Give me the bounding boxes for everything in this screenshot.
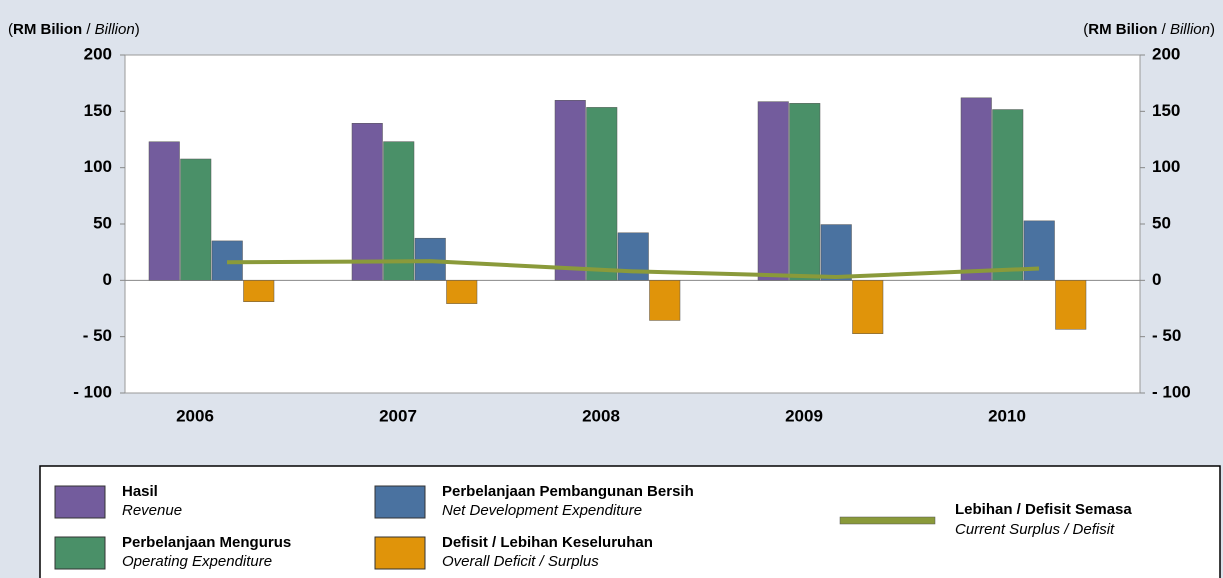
legend-swatch (374, 536, 426, 570)
legend-swatch (839, 516, 936, 525)
y2-axis-label: (RM Bilion / Billion) (1083, 21, 1215, 38)
bar (446, 280, 478, 304)
x-tick-label: 2007 (379, 406, 417, 425)
bar (554, 100, 586, 281)
legend-swatch (54, 485, 106, 519)
y2-tick-label: - 100 (1152, 382, 1191, 401)
x-tick-label: 2010 (988, 406, 1026, 425)
bar (757, 101, 789, 281)
y-tick-label: 200 (84, 44, 112, 63)
y2-tick-label: 50 (1152, 213, 1171, 232)
x-tick-label: 2009 (785, 406, 823, 425)
legend-swatch (54, 536, 106, 570)
bar (1055, 280, 1087, 330)
line (226, 259, 1040, 279)
legend-label-en: Overall Deficit / Surplus (442, 553, 599, 570)
bar (383, 141, 415, 281)
legend-label-en: Net Development Expenditure (442, 502, 642, 519)
x-tick-label: 2006 (176, 406, 214, 425)
legend-label: Hasil (122, 483, 158, 500)
bar (586, 107, 618, 281)
bar (243, 280, 275, 302)
y2-tick-label: 200 (1152, 44, 1180, 63)
bar (649, 280, 681, 321)
legend-label-en: Revenue (122, 502, 182, 519)
y-axis-label: (RM Bilion / Billion) (8, 21, 140, 38)
bar (852, 280, 884, 334)
bar (960, 97, 992, 281)
bar (1023, 220, 1055, 281)
legend-label-en: Current Surplus / Defisit (955, 521, 1115, 538)
legend-label: Defisit / Lebihan Keseluruhan (442, 534, 653, 551)
y2-tick-label: - 50 (1152, 326, 1181, 345)
y2-tick-label: 0 (1152, 270, 1161, 289)
legend-label: Perbelanjaan Pembangunan Bersih (442, 483, 694, 500)
y-tick-label: 0 (103, 270, 112, 289)
y-tick-label: 100 (84, 157, 112, 176)
y-tick-label: 50 (93, 213, 112, 232)
legend-label: Lebihan / Defisit Semasa (955, 501, 1132, 518)
y-tick-label: - 100 (73, 382, 112, 401)
bar (148, 141, 180, 281)
bar (992, 109, 1024, 281)
legend-label: Perbelanjaan Mengurus (122, 534, 291, 551)
legend (39, 465, 1221, 578)
legend-swatch (374, 485, 426, 519)
y2-tick-label: 150 (1152, 101, 1180, 120)
bar (180, 158, 212, 281)
bar (789, 103, 821, 281)
y-tick-label: 150 (84, 101, 112, 120)
y-tick-label: - 50 (83, 326, 112, 345)
bar (820, 224, 852, 281)
x-tick-label: 2008 (582, 406, 620, 425)
bar (351, 123, 383, 281)
y2-tick-label: 100 (1152, 157, 1180, 176)
legend-label-en: Operating Expenditure (122, 553, 272, 570)
